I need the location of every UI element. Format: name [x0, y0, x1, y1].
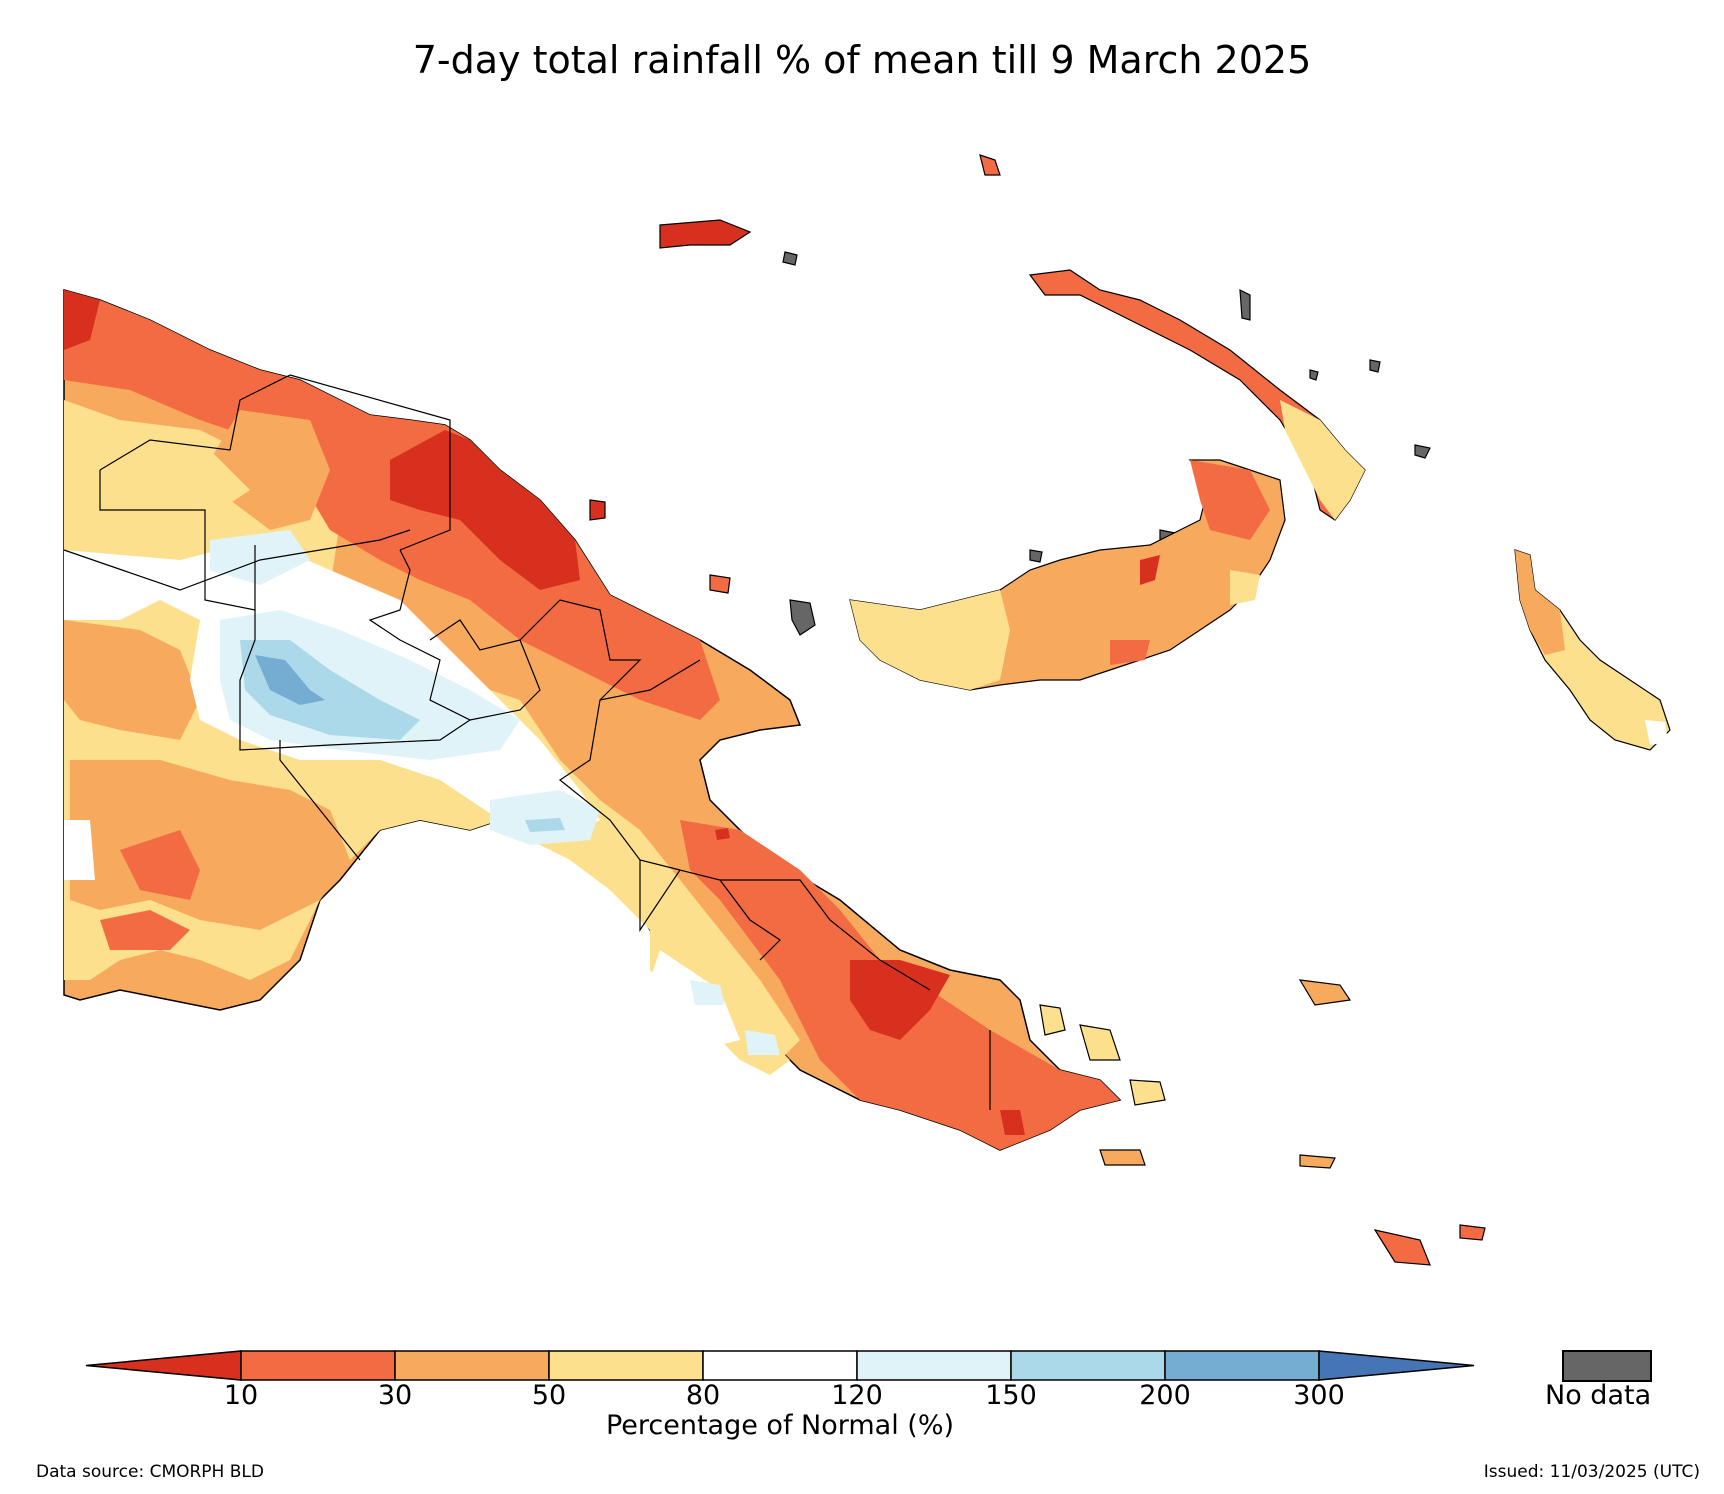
- zone-lightblue-north: [210, 530, 310, 585]
- zone-lightblue-se1: [690, 980, 725, 1005]
- colorbar-bin: [394, 1350, 550, 1381]
- zone-white-pocket: [64, 820, 95, 880]
- island-misima: [1373, 1229, 1431, 1266]
- zone-orange-west: [64, 620, 200, 740]
- zone-red-north-2: [390, 430, 580, 590]
- colorbar-bin: [1010, 1350, 1166, 1381]
- zone-lightblue-se2: [745, 1030, 780, 1055]
- zone-nb-red: [1140, 555, 1160, 585]
- map-title: 7-day total rainfall % of mean till 9 Ma…: [412, 38, 1312, 82]
- island-nd-2: [1029, 549, 1043, 563]
- data-source: Data source: CMORPH BLD: [36, 1462, 264, 1482]
- island-nd-4: [1414, 444, 1431, 459]
- island-goodenough: [1039, 1004, 1066, 1036]
- island-manus-nd: [782, 251, 798, 266]
- colorbar-bin: [702, 1350, 858, 1381]
- colorbar-bin: [1164, 1350, 1320, 1381]
- colorbar-extend-low: [85, 1350, 242, 1381]
- colorbar-tick-label: 50: [531, 1380, 567, 1411]
- colorbar-tick-label: 300: [1293, 1380, 1345, 1411]
- zone-bougainville-orange: [1515, 550, 1565, 655]
- zone-nb-yellow-e: [1230, 570, 1260, 605]
- colorbar-tick-label: 150: [985, 1380, 1037, 1411]
- colorbar-bin: [856, 1350, 1012, 1381]
- issued-date: Issued: 11/03/2025 (UTC): [1483, 1462, 1700, 1482]
- island-long: [709, 574, 731, 594]
- zone-red-north-1: [64, 290, 100, 350]
- no-data-swatch: [1562, 1350, 1652, 1382]
- island-nd-7: [1309, 369, 1319, 381]
- colorbar-tick-label: 200: [1139, 1380, 1191, 1411]
- no-data-label: No data: [1545, 1380, 1652, 1411]
- island-umboi-nd: [789, 599, 816, 636]
- zone-deep-orange-sw: [100, 910, 190, 950]
- zone-blue-east: [525, 818, 565, 832]
- zone-red-se: [850, 960, 950, 1040]
- zone-nb-deep-orange: [1190, 460, 1270, 540]
- zone-nb-yellow-w: [850, 590, 1010, 690]
- zone-new-ireland-yellow: [1280, 400, 1365, 520]
- zone-yellow-north-inner: [100, 430, 250, 510]
- colorbar-bin: [240, 1350, 396, 1381]
- island-north-1: [979, 154, 1001, 176]
- province-boundaries: [63, 374, 991, 1110]
- colorbar-label: Percentage of Normal (%): [605, 1410, 955, 1441]
- colorbar-tick-label: 80: [685, 1380, 721, 1411]
- zone-red-se-spot: [715, 828, 730, 840]
- colorbar-tick-label: 30: [377, 1380, 413, 1411]
- zone-deep-orange-north: [64, 290, 720, 720]
- zone-deep-orange-south: [120, 830, 200, 900]
- island-normanby: [1129, 1079, 1166, 1106]
- island-nd-6: [1369, 359, 1381, 373]
- mainland: [63, 289, 1122, 1151]
- rainfall-map: [63, 154, 1671, 1266]
- island-trobriand: [1298, 979, 1352, 1006]
- island-fergusson: [1079, 1024, 1121, 1061]
- colorbar-extend-high: [1318, 1350, 1475, 1381]
- zone-lightblue-east: [490, 790, 600, 845]
- zone-orange-north-inner: [210, 410, 330, 530]
- colorbar-tick-label: 120: [831, 1380, 883, 1411]
- island-nd-3: [1239, 288, 1251, 321]
- colorbar-tick-label: 10: [223, 1380, 259, 1411]
- island-woodlark-s: [1299, 1154, 1336, 1169]
- island-karkar: [589, 499, 606, 521]
- island-bougainville: [1514, 549, 1671, 751]
- island-rossel: [1459, 1224, 1486, 1241]
- zone-blue-3: [255, 655, 325, 705]
- zone-red-se-tip: [1000, 1110, 1025, 1135]
- colorbar-bin: [548, 1350, 704, 1381]
- zone-nb-deep-orange-2: [1110, 640, 1150, 665]
- island-se-tip: [1099, 1149, 1146, 1166]
- zone-bougainville-white: [1645, 720, 1668, 745]
- islands: [589, 154, 1671, 1266]
- island-manus: [659, 219, 752, 249]
